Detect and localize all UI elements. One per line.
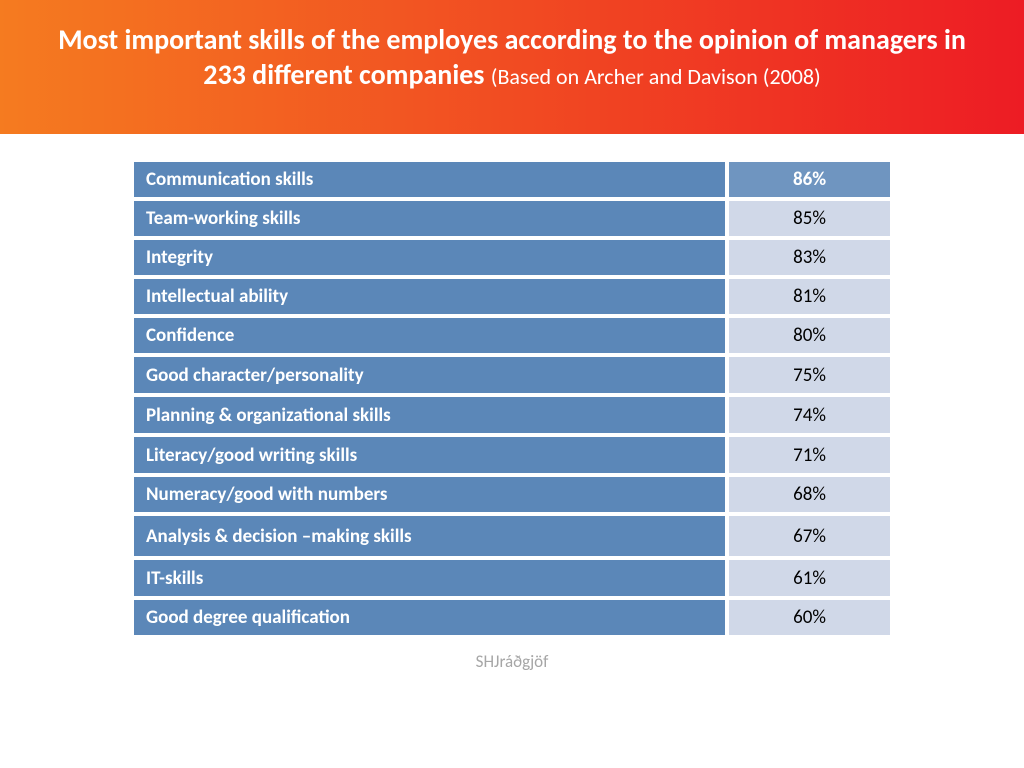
table-row: Team-working skills85% xyxy=(132,199,892,238)
skills-table: Communication skills86%Team-working skil… xyxy=(132,160,892,637)
title-sub: (Based on Archer and Davison (2008) xyxy=(491,63,821,90)
table-container: Communication skills86%Team-working skil… xyxy=(0,160,1024,637)
table-row: Numeracy/good with numbers68% xyxy=(132,475,892,514)
skill-cell: Planning & organizational skills xyxy=(132,395,727,435)
table-row: Good degree qualification60% xyxy=(132,598,892,637)
table-row: Integrity83% xyxy=(132,238,892,277)
value-cell: 75% xyxy=(727,355,892,395)
skill-cell: Confidence xyxy=(132,316,727,355)
value-cell: 83% xyxy=(727,238,892,277)
skill-cell: Good character/personality xyxy=(132,355,727,395)
skill-cell: Literacy/good writing skills xyxy=(132,435,727,475)
skill-cell: IT-skills xyxy=(132,558,727,598)
skill-cell: Team-working skills xyxy=(132,199,727,238)
value-cell: 80% xyxy=(727,316,892,355)
value-cell: 85% xyxy=(727,199,892,238)
table-row: Communication skills86% xyxy=(132,160,892,199)
value-cell: 81% xyxy=(727,277,892,316)
table-row: Planning & organizational skills74% xyxy=(132,395,892,435)
value-cell: 60% xyxy=(727,598,892,637)
value-cell: 67% xyxy=(727,514,892,558)
skill-cell: Good degree qualification xyxy=(132,598,727,637)
table-row: IT-skills61% xyxy=(132,558,892,598)
skill-cell: Integrity xyxy=(132,238,727,277)
title-header: Most important skills of the employes ac… xyxy=(0,0,1024,134)
value-cell: 68% xyxy=(727,475,892,514)
skill-cell: Analysis & decision –making skills xyxy=(132,514,727,558)
skill-cell: Intellectual ability xyxy=(132,277,727,316)
table-row: Good character/personality75% xyxy=(132,355,892,395)
skill-cell: Communication skills xyxy=(132,160,727,199)
value-cell: 71% xyxy=(727,435,892,475)
table-row: Confidence80% xyxy=(132,316,892,355)
value-cell: 86% xyxy=(727,160,892,199)
footer-credit: SHJráðgjöf xyxy=(0,651,1024,672)
table-row: Literacy/good writing skills71% xyxy=(132,435,892,475)
value-cell: 74% xyxy=(727,395,892,435)
skill-cell: Numeracy/good with numbers xyxy=(132,475,727,514)
table-row: Intellectual ability81% xyxy=(132,277,892,316)
value-cell: 61% xyxy=(727,558,892,598)
table-row: Analysis & decision –making skills67% xyxy=(132,514,892,558)
